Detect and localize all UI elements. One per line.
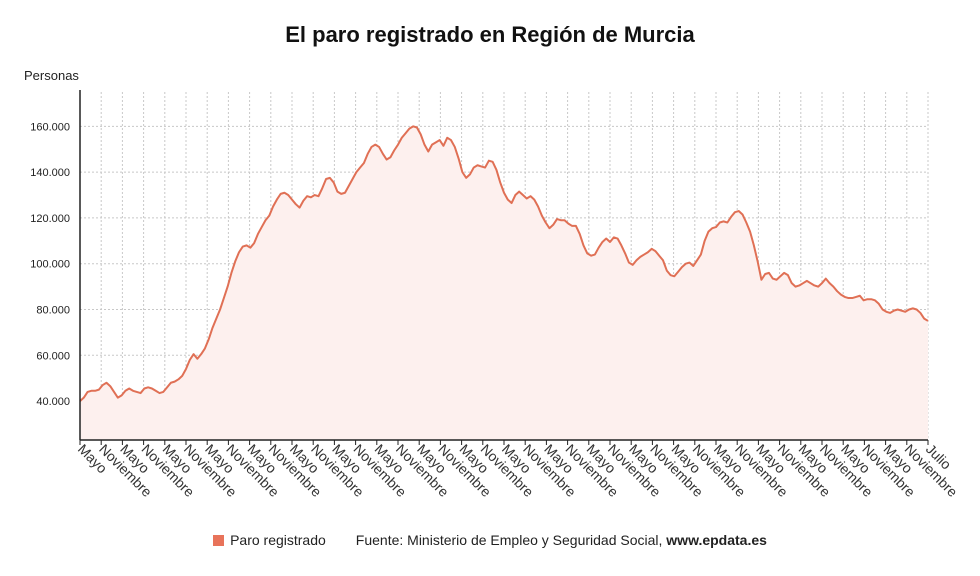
legend-swatch bbox=[213, 534, 225, 546]
y-tick-label: 120.000 bbox=[30, 213, 70, 225]
x-tick-labels: MayoNoviembreMayoNoviembreMayoNoviembreM… bbox=[75, 441, 961, 500]
source-link[interactable]: www.epdata.es bbox=[666, 532, 767, 548]
axes bbox=[79, 90, 929, 445]
y-tick-label: 60.000 bbox=[36, 350, 70, 362]
y-tick-label: 160.000 bbox=[30, 121, 70, 133]
source-text: Fuente: Ministerio de Empleo y Seguridad… bbox=[355, 532, 667, 548]
y-tick-label: 140.000 bbox=[30, 167, 70, 179]
legend-series-label: Paro registrado bbox=[230, 532, 326, 548]
y-axis-label: Personas bbox=[24, 68, 79, 83]
y-tick-label: 100.000 bbox=[30, 259, 70, 271]
legend: Paro registrado Fuente: Ministerio de Emp… bbox=[0, 532, 980, 548]
chart-title: El paro registrado en Región de Murcia bbox=[285, 22, 695, 47]
series-area-paro-registrado bbox=[80, 126, 928, 440]
series-line-paro-registrado bbox=[79, 125, 929, 402]
y-tick-labels: 40.000 60.000 80.000 100.000 120.000 140.000 1… bbox=[30, 121, 70, 408]
y-tick-label: 80.000 bbox=[36, 305, 70, 317]
y-tick-label: 40.000 bbox=[36, 396, 70, 408]
